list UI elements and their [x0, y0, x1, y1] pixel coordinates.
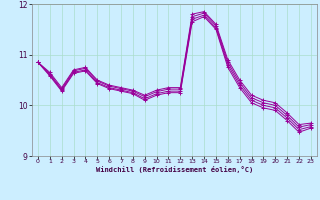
X-axis label: Windchill (Refroidissement éolien,°C): Windchill (Refroidissement éolien,°C) — [96, 166, 253, 173]
